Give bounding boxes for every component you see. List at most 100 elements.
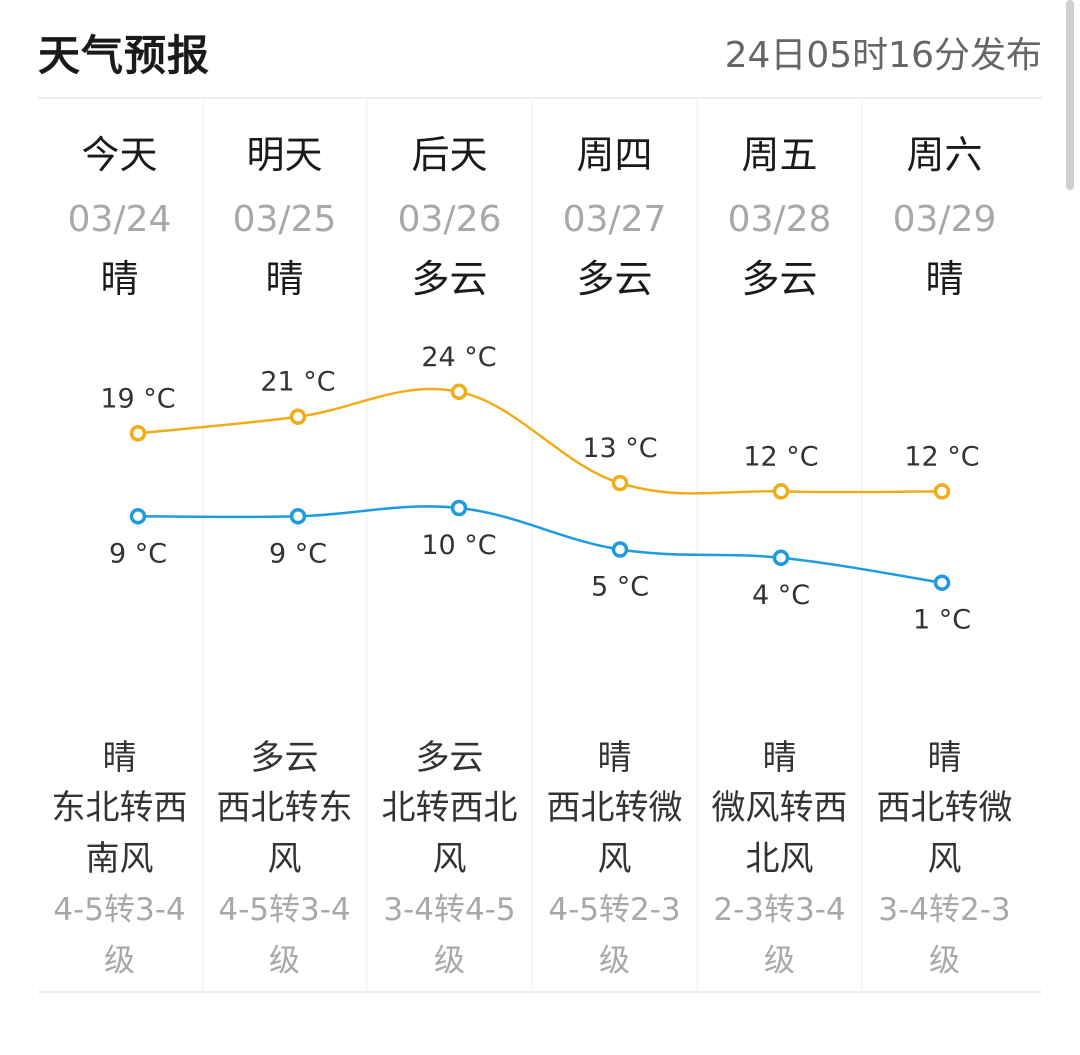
day-detail-5: 晴 西北转微 风 3-4转2-3 级 (862, 733, 1027, 987)
wind-direction-line1: 西北转微 (876, 788, 1013, 828)
wind-direction-line2: 风 (927, 839, 962, 879)
day-weather: 多云 (411, 257, 488, 301)
high-temp-label: 12 °C (904, 441, 979, 472)
wind-level-line2: 级 (764, 943, 795, 979)
wind-direction-line2: 风 (432, 839, 467, 879)
wind-direction-line2: 风 (267, 839, 302, 879)
column-separator (696, 100, 698, 990)
day-name: 周四 (576, 133, 653, 177)
day-name: 周五 (741, 133, 818, 177)
wind-level-line2: 级 (104, 943, 135, 979)
day-name: 今天 (81, 133, 158, 177)
low-temp-point (289, 508, 307, 525)
wind-level-line1: 4-5转3-4 (53, 892, 186, 928)
high-temp-point (450, 383, 468, 401)
wind-level-line1: 4-5转3-4 (218, 892, 351, 928)
low-temp-label: 5 °C (591, 572, 649, 603)
wind-direction-line2: 南风 (85, 839, 154, 879)
day-date: 03/27 (562, 199, 667, 240)
wind-direction-line2: 北风 (745, 839, 814, 879)
day-column-0[interactable]: 今天 03/24 晴 (37, 130, 202, 310)
day-date: 03/24 (67, 199, 172, 240)
wind-level-line2: 级 (269, 943, 300, 979)
wind-level-line1: 3-4转4-5 (383, 892, 516, 928)
detail-weather: 晴 (762, 738, 797, 778)
scrollbar[interactable] (1066, 0, 1074, 190)
day-detail-3: 晴 西北转微 风 4-5转2-3 级 (532, 733, 697, 987)
day-date: 03/26 (397, 199, 502, 240)
high-temp-point (129, 425, 147, 442)
day-weather: 晴 (925, 257, 964, 301)
wind-direction-line1: 北转西北 (381, 788, 518, 828)
day-detail-2: 多云 北转西北 风 3-4转4-5 级 (367, 733, 532, 987)
detail-weather: 多云 (415, 738, 484, 778)
column-separator (531, 100, 533, 990)
day-name: 周六 (906, 133, 983, 177)
page-title: 天气预报 (38, 31, 211, 80)
header-divider (38, 97, 1042, 99)
wind-level-line2: 级 (434, 943, 465, 979)
detail-weather: 多云 (250, 738, 319, 778)
wind-direction-line1: 西北转微 (546, 788, 683, 828)
bottom-divider (38, 991, 1042, 993)
day-detail-1: 多云 西北转东 风 4-5转3-4 级 (202, 733, 367, 987)
high-temp-point (289, 408, 307, 425)
day-name: 后天 (411, 133, 488, 177)
high-temp-point (611, 474, 629, 492)
day-column-1[interactable]: 明天 03/25 晴 (202, 130, 367, 310)
forecast-header: 天气预报 24日05时16分发布 (38, 18, 1042, 80)
day-detail-4: 晴 微风转西 北风 2-3转3-4 级 (697, 733, 862, 987)
column-separator (202, 100, 204, 990)
day-detail-0: 晴 东北转西 南风 4-5转3-4 级 (37, 733, 202, 987)
high-temp-point (933, 483, 951, 500)
day-weather: 晴 (100, 257, 139, 301)
day-column-5[interactable]: 周六 03/29 晴 (862, 130, 1027, 310)
low-temp-point (933, 574, 951, 591)
wind-direction-line1: 微风转西 (711, 788, 848, 828)
wind-direction-line1: 东北转西 (51, 788, 188, 828)
column-separator (861, 100, 863, 990)
low-temp-point (772, 549, 790, 567)
high-temp-label: 12 °C (743, 441, 818, 472)
high-temp-label: 19 °C (100, 383, 175, 414)
day-date: 03/28 (727, 199, 832, 240)
high-temp-label: 13 °C (582, 433, 657, 464)
high-temp-line (137, 387, 943, 495)
low-temp-label: 1 °C (913, 605, 971, 636)
low-temp-point (450, 499, 468, 517)
detail-weather: 晴 (102, 738, 137, 778)
low-temp-label: 9 °C (109, 538, 167, 569)
low-temp-label: 4 °C (752, 580, 810, 611)
day-weather: 多云 (741, 257, 818, 301)
detail-weather: 晴 (927, 738, 962, 778)
high-temp-point (772, 483, 790, 500)
high-temp-label: 21 °C (260, 367, 335, 398)
day-column-4[interactable]: 周五 03/28 多云 (697, 130, 862, 310)
publish-time: 24日05时16分发布 (724, 35, 1042, 76)
column-separator (366, 100, 368, 990)
day-name: 明天 (246, 133, 323, 177)
day-column-3[interactable]: 周四 03/27 多云 (532, 130, 697, 310)
day-weather: 多云 (576, 257, 653, 301)
low-temp-point (129, 508, 147, 525)
day-column-2[interactable]: 后天 03/26 多云 (367, 130, 532, 310)
low-temp-label: 9 °C (269, 538, 327, 569)
wind-direction-line1: 西北转东 (216, 788, 353, 828)
low-temp-point (611, 541, 629, 558)
day-date: 03/29 (892, 199, 997, 240)
wind-level-line2: 级 (929, 943, 960, 979)
low-temp-points: 9 °C 9 °C 10 °C 5 °C 4 °C 1 °C (109, 499, 971, 636)
wind-level-line2: 级 (599, 943, 630, 979)
day-date: 03/25 (232, 199, 337, 240)
low-temp-line (137, 505, 943, 584)
wind-level-line1: 4-5转2-3 (548, 892, 681, 928)
wind-level-line1: 2-3转3-4 (713, 892, 846, 928)
detail-weather: 晴 (597, 738, 632, 778)
low-temp-label: 10 °C (421, 530, 496, 561)
day-weather: 晴 (265, 257, 304, 301)
high-temp-label: 24 °C (421, 342, 496, 373)
wind-direction-line2: 风 (597, 839, 632, 879)
wind-level-line1: 3-4转2-3 (878, 892, 1011, 928)
